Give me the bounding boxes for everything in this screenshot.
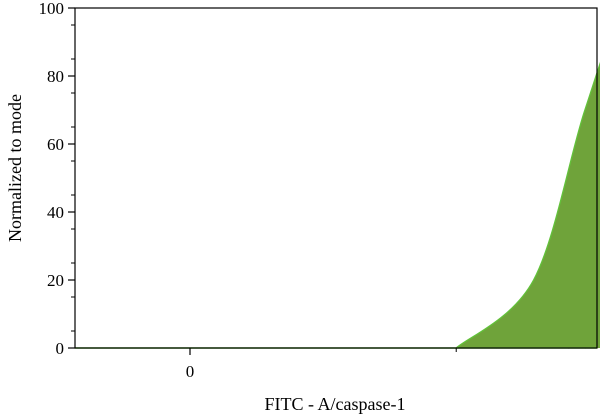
y-tick-label: 80 — [47, 67, 64, 86]
plot-border — [74, 7, 598, 349]
x-axis-title: FITC - A/caspase-1 — [265, 394, 406, 414]
histogram-areas — [75, 61, 600, 349]
y-tick-label: 60 — [47, 135, 64, 154]
histogram-outline-4 — [455, 61, 600, 349]
y-tick-label: 0 — [56, 339, 65, 358]
y-tick-label: 100 — [39, 0, 65, 18]
y-tick-label: 40 — [47, 203, 64, 222]
plot-frame — [74, 7, 598, 349]
histogram-area-4 — [456, 63, 600, 348]
x-tick-label: 0 — [186, 362, 195, 381]
y-axis-title: Normalized to mode — [5, 94, 25, 242]
y-axis-ticks: 0 20 40 60 80 100 — [39, 0, 75, 358]
x-axis-ticks: −1030103104105 — [186, 348, 457, 381]
y-tick-label: 20 — [47, 271, 64, 290]
